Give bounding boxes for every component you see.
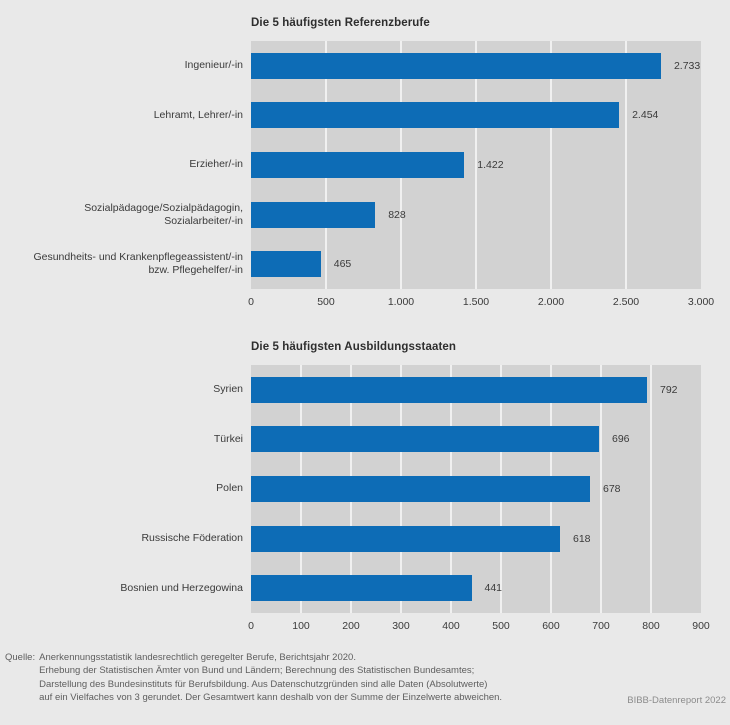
category-label: Polen [216,482,243,495]
chart-title: Die 5 häufigsten Referenzberufe [251,17,430,29]
category-label: Türkei [213,432,243,445]
x-tick-label: 500 [492,620,510,632]
bar [251,152,465,178]
value-label: 618 [573,532,591,545]
plot-area: 2.733 2.454 1.422 828 465 [251,41,701,289]
category-label: Erzieher/-in [189,158,243,171]
x-tick-label: 300 [392,620,410,632]
plot-area: 792 696 678 618 441 [251,365,701,613]
category-label: Lehramt, Lehrer/-in [153,108,243,121]
bar [251,476,590,502]
x-tick-label: 2.500 [612,296,640,308]
category-label: Syrien [213,383,243,396]
source-note: Quelle: Anerkennungsstatistik landesrech… [5,651,502,705]
category-axis: Syrien Türkei Polen Russische Föderation Bos… [0,365,243,613]
value-label: 465 [333,258,352,271]
category-label: Russische Föderation [141,532,243,545]
source-line: Erhebung der Statistischen Ämter von Bun… [39,665,475,677]
x-tick-label: 0 [248,296,254,308]
category-label: Bosnien und Herzegowina [120,581,243,594]
source-line: Darstellung des Bundesinstituts für Beru… [39,678,488,690]
gridline [625,41,627,289]
value-label: 828 [388,208,406,221]
gridline [650,365,652,613]
x-tick-label: 900 [692,620,710,632]
source-line: auf ein Vielfaches von 3 gerundet. Der G… [39,692,503,704]
x-tick-label: 500 [317,296,335,308]
bar [251,251,321,278]
category-axis: Ingenieur/-in Lehramt, Lehrer/-in Erzieher… [0,41,243,289]
bar [251,575,472,602]
value-label: 2.454 [632,109,659,122]
x-tick-label: 2.000 [537,296,565,308]
x-tick-label: 200 [342,620,360,632]
chart-title: Die 5 häufigsten Ausbildungsstaaten [251,341,456,353]
x-axis: 0 500 1.000 1.500 2.000 2.500 3.000 [248,294,714,308]
x-tick-label: 600 [542,620,560,632]
value-label: 441 [484,582,503,595]
value-label: 1.422 [477,159,504,171]
x-tick-label: 400 [442,620,460,632]
bar [251,201,376,228]
value-label: 2.733 [673,59,701,72]
x-tick-label: 800 [642,620,660,632]
gridline [475,41,477,289]
x-tick-label: 3.000 [687,296,715,308]
x-tick-label: 100 [292,620,310,632]
bar [251,426,599,453]
source-line: Anerkennungsstatistik landesrechtlich ge… [39,652,356,663]
category-label: Ingenieur/-in [184,59,243,72]
report-credit: BIBB-Datenreport 2022 [627,695,726,706]
gridline [550,41,552,289]
bar [251,525,560,552]
x-tick-label: 1.500 [462,296,490,308]
bar [251,376,647,403]
bar [251,52,661,79]
x-tick-label: 1.000 [387,296,415,308]
category-label: Gesundheits- und Krankenpflegeassistent/… [33,251,243,277]
gridline [600,365,602,613]
category-label: Sozialpädagoge/Sozialpädagogin, Sozialar… [84,201,243,227]
value-label: 792 [660,383,678,396]
x-axis: 0 100 200 300 400 500 600 700 800 900 [248,618,710,632]
value-label: 678 [603,483,621,495]
x-tick-label: 0 [248,620,254,632]
bar [251,102,620,129]
source-label: Quelle: [5,652,36,663]
source-lines: Anerkennungsstatistik landesrechtlich ge… [39,651,502,705]
value-label: 696 [612,433,630,446]
x-tick-label: 700 [592,620,610,632]
